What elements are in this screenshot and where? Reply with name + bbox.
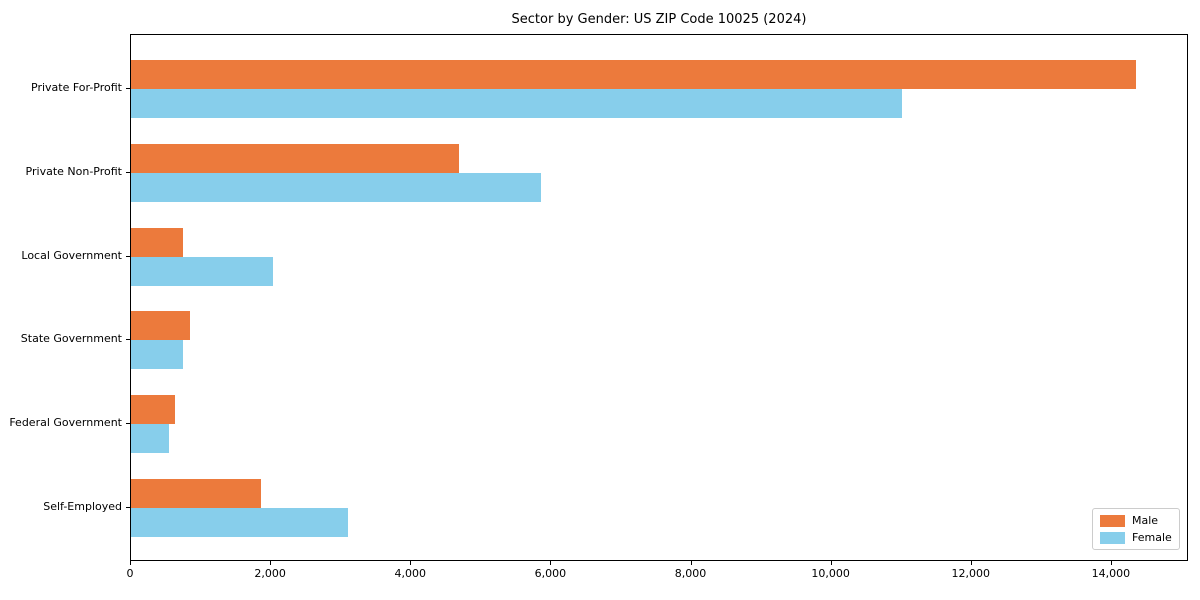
bar-male <box>131 479 262 509</box>
legend-swatch-male <box>1100 514 1125 527</box>
y-category-label: Federal Government <box>9 416 122 430</box>
y-tick-mark <box>126 423 130 425</box>
x-tick-mark <box>550 561 552 565</box>
y-category-label: State Government <box>20 332 122 346</box>
chart-title: Sector by Gender: US ZIP Code 10025 (202… <box>511 12 807 27</box>
legend-item-male: Male <box>1100 514 1172 527</box>
bar-male <box>131 311 190 341</box>
x-tick-mark <box>690 561 692 565</box>
y-tick-mark <box>126 507 130 509</box>
bar-male <box>131 227 183 257</box>
x-tick-mark <box>130 561 131 565</box>
legend-label-female: Female <box>1132 531 1172 544</box>
x-tick-label: 0 <box>126 567 134 580</box>
x-tick-label: 12,000 <box>951 567 991 580</box>
y-category-label: Self-Employed <box>43 500 122 514</box>
y-category-label: Private Non-Profit <box>25 164 122 178</box>
legend: Male Female <box>1092 508 1180 550</box>
x-tick-label: 10,000 <box>811 567 850 580</box>
x-tick-mark <box>970 561 972 565</box>
bar-male <box>131 395 176 425</box>
x-tick-label: 6,000 <box>534 567 567 580</box>
x-tick-label: 14,000 <box>1091 567 1131 580</box>
legend-swatch-female <box>1100 531 1125 544</box>
legend-item-female: Female <box>1100 531 1172 544</box>
y-category-label: Local Government <box>21 248 122 262</box>
legend-label-male: Male <box>1132 514 1159 527</box>
x-tick-label: 2,000 <box>254 567 286 580</box>
y-tick-mark <box>126 339 130 341</box>
bar-female <box>131 172 541 202</box>
plot-area <box>130 34 1188 561</box>
x-tick-label: 4,000 <box>394 567 427 580</box>
y-tick-mark <box>126 87 130 89</box>
bar-female <box>131 508 349 538</box>
x-tick-label: 8,000 <box>674 567 707 580</box>
bar-male <box>131 59 1136 89</box>
x-tick-mark <box>830 561 832 565</box>
x-tick-mark <box>1110 561 1112 565</box>
bar-female <box>131 340 183 370</box>
bar-female <box>131 256 273 286</box>
x-tick-mark <box>410 561 412 565</box>
x-tick-mark <box>270 561 272 565</box>
y-tick-mark <box>126 255 130 257</box>
y-tick-mark <box>126 171 130 173</box>
y-category-label: Private For-Profit <box>31 80 122 94</box>
bar-male <box>131 143 459 173</box>
bar-female <box>131 424 169 454</box>
bar-female <box>131 88 902 118</box>
